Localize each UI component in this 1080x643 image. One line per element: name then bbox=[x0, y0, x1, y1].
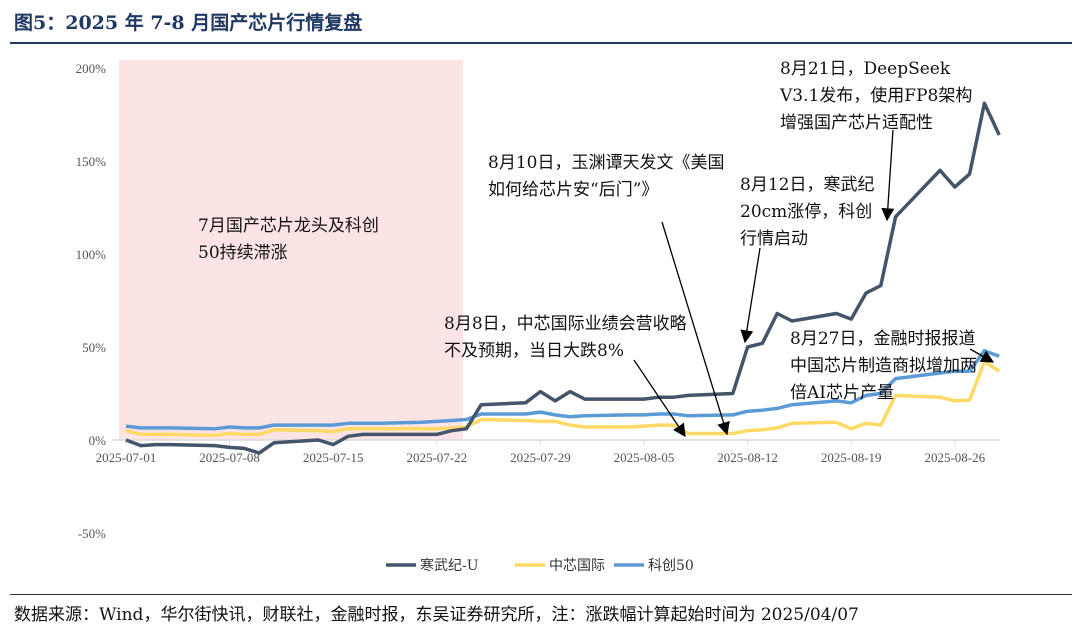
footer-divider bbox=[10, 594, 1072, 595]
x-tick-label: 2025-07-01 bbox=[96, 450, 157, 465]
y-tick-label: 50% bbox=[82, 340, 106, 355]
series-line-1 bbox=[125, 101, 1001, 455]
annotation-aug27: 8月27日，金融时报报道中国芯片制造商拟增加两倍AI芯片产量 bbox=[790, 329, 977, 403]
x-tick-label: 2025-08-26 bbox=[924, 450, 985, 465]
x-tick-label: 2025-08-19 bbox=[821, 450, 882, 465]
series-line-3 bbox=[125, 348, 1000, 431]
x-tick-label: 2025-07-29 bbox=[510, 450, 571, 465]
y-tick-label: -50% bbox=[78, 526, 106, 541]
annotation-arrow bbox=[740, 247, 761, 344]
annotation-july: 7月国产芯片龙头及科创50持续滞涨 bbox=[198, 216, 379, 263]
source-note: 数据来源：Wind，华尔街快讯，财联社，金融时报，东吴证券研究所，注：涨跌幅计算… bbox=[14, 605, 859, 625]
y-tick-label: 100% bbox=[76, 247, 107, 262]
legend-label: 科创50 bbox=[648, 558, 694, 574]
title-divider bbox=[10, 42, 1072, 44]
annotation-arrow bbox=[633, 359, 686, 438]
x-tick-label: 2025-07-15 bbox=[303, 450, 364, 465]
annotation-arrow bbox=[969, 348, 995, 363]
legend-label: 寒武纪-U bbox=[420, 557, 479, 574]
y-tick-label: 0% bbox=[89, 433, 107, 448]
x-tick-label: 2025-08-12 bbox=[717, 450, 778, 465]
figure-title: 图5：2025 年 7-8 月国产芯片行情复盘 bbox=[14, 12, 363, 34]
annotation-aug12: 8月12日，寒武纪20cm涨停，科创行情启动 bbox=[740, 175, 875, 249]
x-tick-label: 2025-07-08 bbox=[199, 450, 260, 465]
y-tick-label: 200% bbox=[76, 61, 107, 76]
x-tick-label: 2025-08-05 bbox=[614, 450, 675, 465]
legend-label: 中芯国际 bbox=[549, 558, 605, 574]
annotation-aug21: 8月21日，DeepSeek V3.1发布，使用FP8架构增强国产芯片适配性 bbox=[780, 59, 973, 133]
annotation-aug8: 8月8日，中芯国际业绩会营收略不及预期，当日大跌8% bbox=[444, 314, 687, 361]
july-highlight-region bbox=[119, 60, 463, 440]
y-tick-label: 150% bbox=[76, 154, 107, 169]
annotation-arrow bbox=[881, 129, 895, 222]
series-line-2 bbox=[125, 360, 1001, 438]
line-chart: 200% 150% 100% 50% 0% -50% 2025-07-01 2025-07-0… bbox=[76, 60, 1001, 574]
x-tick-label: 2025-07-22 bbox=[406, 450, 467, 465]
annotation-aug10: 8月10日，玉渊谭天发文《美国如何给芯片安“后门”》 bbox=[488, 153, 725, 200]
annotation-arrow bbox=[661, 221, 730, 436]
